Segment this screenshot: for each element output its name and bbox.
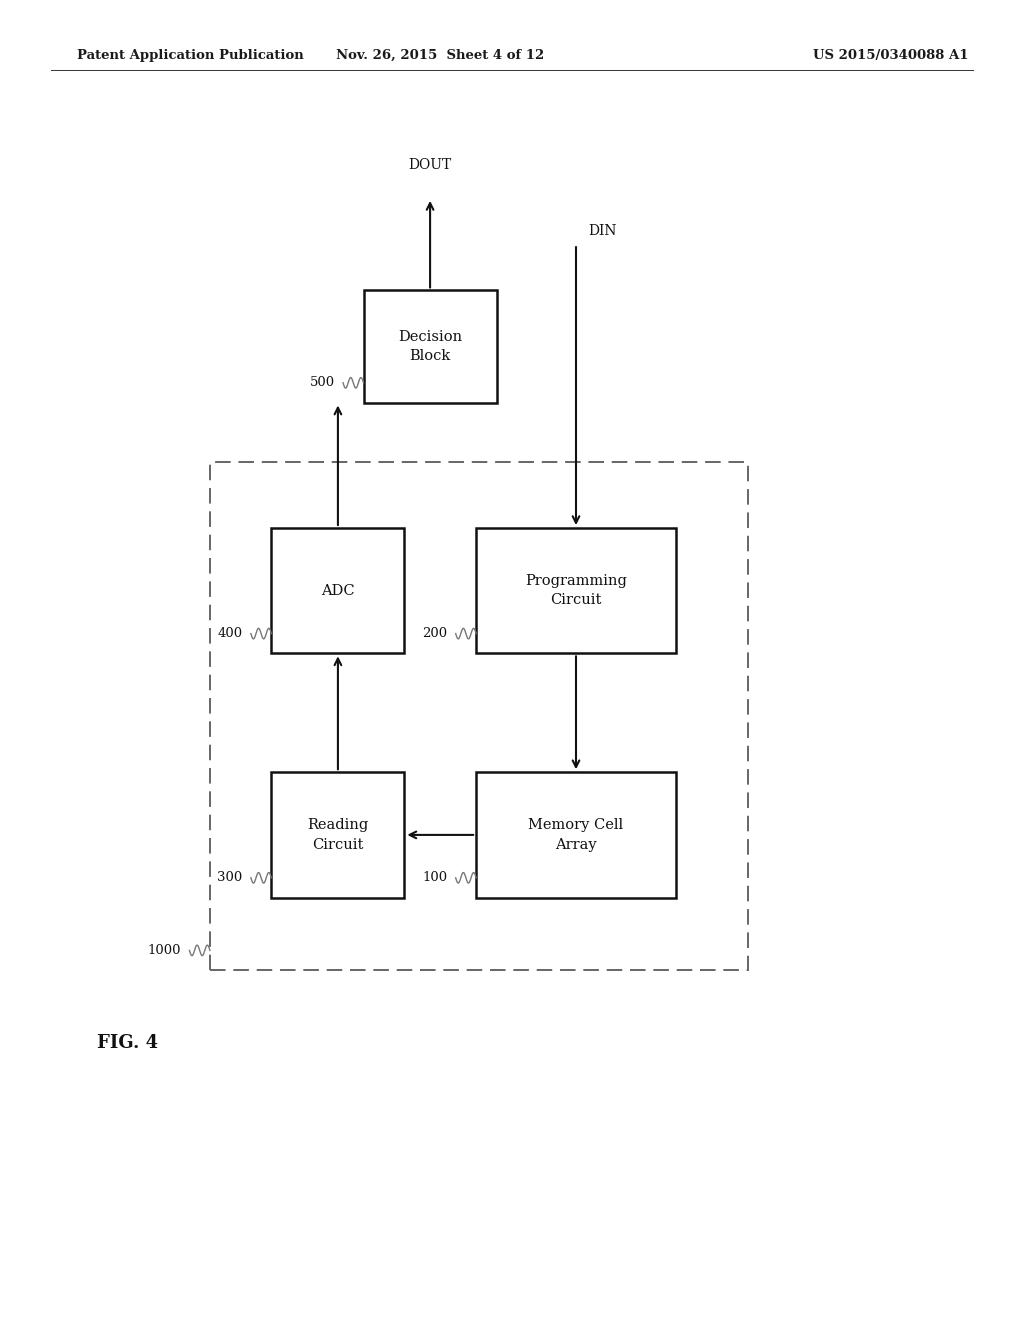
Bar xyxy=(271,772,404,898)
Bar xyxy=(364,290,497,403)
Text: 200: 200 xyxy=(422,627,447,640)
Text: 100: 100 xyxy=(422,871,447,884)
Bar xyxy=(271,528,404,653)
Text: Nov. 26, 2015  Sheet 4 of 12: Nov. 26, 2015 Sheet 4 of 12 xyxy=(336,49,545,62)
Text: DOUT: DOUT xyxy=(409,157,452,172)
Text: FIG. 4: FIG. 4 xyxy=(97,1034,159,1052)
Text: 300: 300 xyxy=(217,871,243,884)
Text: 400: 400 xyxy=(217,627,243,640)
Text: Decision
Block: Decision Block xyxy=(398,330,462,363)
Text: 1000: 1000 xyxy=(147,944,181,957)
Text: Memory Cell
Array: Memory Cell Array xyxy=(528,818,624,851)
Text: 500: 500 xyxy=(309,376,335,389)
Bar xyxy=(210,462,748,970)
Text: US 2015/0340088 A1: US 2015/0340088 A1 xyxy=(813,49,969,62)
Text: Patent Application Publication: Patent Application Publication xyxy=(77,49,303,62)
Bar xyxy=(476,528,676,653)
Text: Reading
Circuit: Reading Circuit xyxy=(307,818,369,851)
Text: Programming
Circuit: Programming Circuit xyxy=(525,574,627,607)
Text: DIN: DIN xyxy=(588,224,616,238)
Bar xyxy=(476,772,676,898)
Text: ADC: ADC xyxy=(322,583,354,598)
